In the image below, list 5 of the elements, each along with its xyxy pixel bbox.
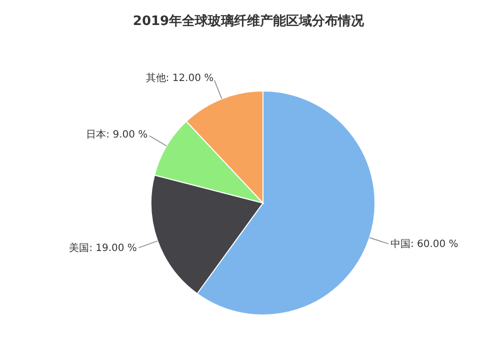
slice-label: 中国: 60.00 %	[390, 238, 458, 250]
slice-label: 美国: 19.00 %	[69, 242, 137, 254]
chart-title: 2019年全球玻璃纤维产能区域分布情况	[132, 12, 366, 30]
slice-label: 日本: 9.00 %	[86, 128, 148, 140]
slice-label: 其他: 12.00 %	[146, 72, 214, 84]
